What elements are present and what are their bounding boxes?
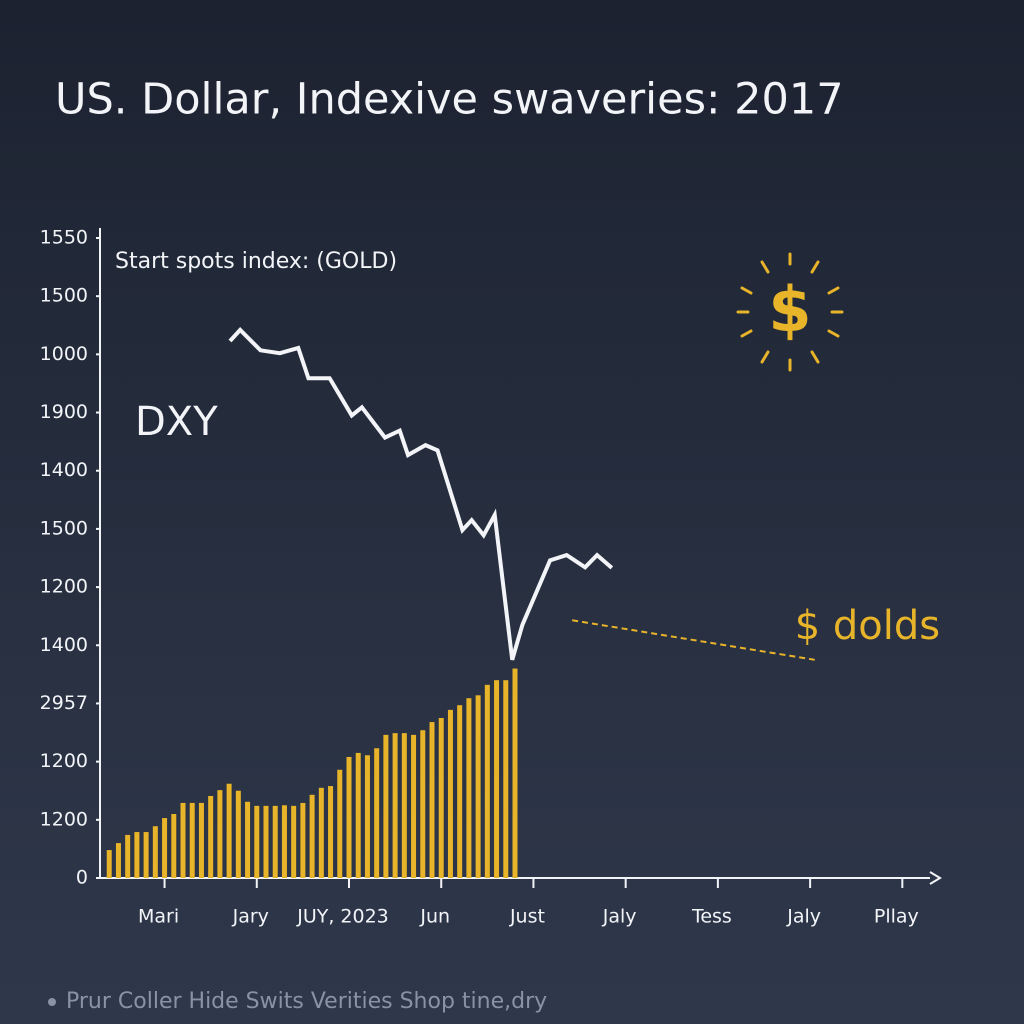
- bar: [180, 802, 186, 878]
- x-tick-label: Tess: [691, 906, 732, 928]
- y-tick-label: 0: [76, 867, 88, 889]
- bar: [364, 755, 370, 878]
- bar: [198, 802, 204, 878]
- bar: [401, 733, 407, 878]
- footnote: Prur Coller Hide Swits Verities Shop tin…: [66, 989, 547, 1014]
- bar: [429, 722, 435, 878]
- x-tick-label: Jaly: [602, 906, 637, 928]
- y-tick-label: 1200: [40, 808, 88, 830]
- y-tick-label: 1200: [40, 576, 88, 598]
- bar: [309, 794, 315, 878]
- chart-title: US. Dollar, Indexive swaveries: 2017: [55, 75, 844, 125]
- bar: [457, 705, 463, 878]
- bar: [189, 802, 195, 878]
- y-tick-label: 2957: [40, 692, 88, 714]
- bar: [134, 832, 140, 878]
- bar: [355, 752, 361, 878]
- x-axis-arrow: [929, 871, 942, 885]
- y-tick-label: 1000: [40, 343, 88, 365]
- bar: [328, 786, 334, 878]
- bar: [171, 814, 177, 878]
- bar: [484, 684, 490, 878]
- bar: [143, 832, 149, 878]
- bar: [318, 787, 324, 878]
- y-tick-label: 1400: [40, 634, 88, 656]
- x-tick-label: Jun: [419, 906, 450, 928]
- legend-label: $ dolds: [795, 603, 940, 649]
- x-tick-label: Mari: [138, 906, 179, 928]
- dollar-icon: [736, 252, 844, 372]
- bar: [125, 834, 131, 878]
- bar: [235, 790, 241, 878]
- bar: [272, 805, 278, 878]
- bar: [438, 718, 444, 878]
- bar: [152, 826, 158, 878]
- line: [228, 327, 614, 661]
- bar: [337, 769, 343, 878]
- bar: [392, 733, 398, 878]
- x-tick-label: Jary: [232, 906, 269, 928]
- y-tick-label: 1200: [40, 750, 88, 772]
- bar: [217, 790, 223, 878]
- y-tick-label: 1550: [40, 227, 88, 249]
- bar: [346, 756, 352, 878]
- x-tick-label: Jaly: [786, 906, 821, 928]
- y-tick-label: 1900: [40, 401, 88, 423]
- bar: [208, 795, 214, 878]
- bar: [494, 680, 500, 878]
- bar: [263, 805, 269, 878]
- bar: [411, 734, 417, 878]
- bar: [512, 668, 518, 878]
- bar: [291, 805, 297, 878]
- bar: [115, 843, 121, 878]
- y-tick-label: 1500: [40, 285, 88, 307]
- x-tick-label: JUY, 2023: [296, 906, 389, 928]
- bar: [226, 783, 232, 878]
- bar: [420, 730, 426, 878]
- bar: [475, 695, 481, 878]
- x-tick-label: Pllay: [874, 906, 919, 928]
- x-tick-label: Just: [509, 906, 545, 928]
- bar: [245, 801, 251, 878]
- bar: [466, 698, 472, 878]
- line-label: DXY: [135, 399, 218, 445]
- chart-subtitle: Start spots index: (GOLD): [115, 249, 397, 274]
- line: [572, 619, 815, 661]
- bar: [281, 805, 287, 878]
- y-tick-label: 1400: [40, 459, 88, 481]
- bar: [374, 748, 380, 878]
- bar: [447, 709, 453, 878]
- footnote-bullet: [48, 998, 56, 1006]
- y-tick-label: 1500: [40, 517, 88, 539]
- bar: [106, 850, 112, 878]
- bar: [162, 818, 168, 878]
- dollar-icon-glyph: $: [768, 273, 811, 346]
- bar: [503, 680, 509, 878]
- bar: [300, 802, 306, 878]
- bar: [383, 734, 389, 878]
- bar: [254, 805, 260, 878]
